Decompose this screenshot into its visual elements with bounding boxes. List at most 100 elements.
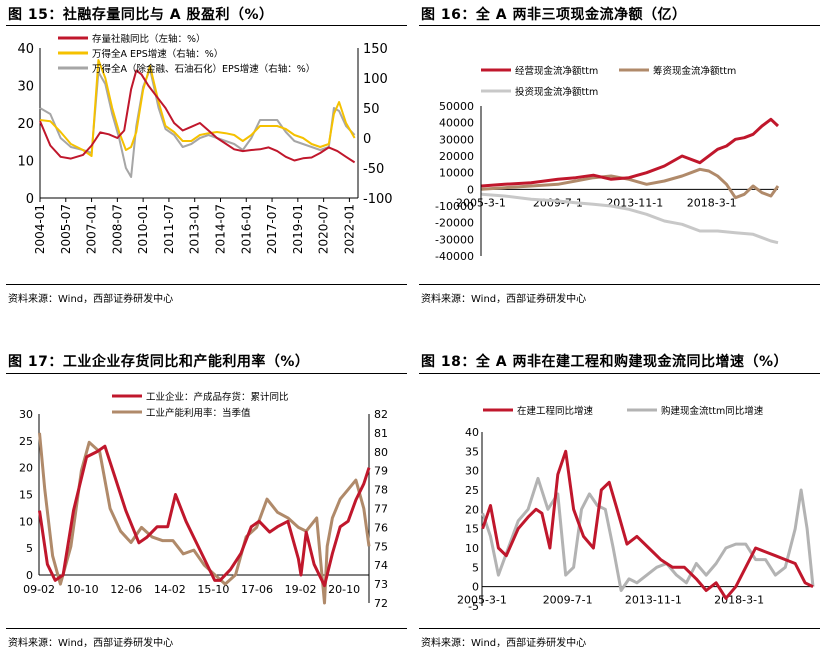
right-tick-label: -100 (363, 192, 393, 207)
panel-cashflow-net: 图 16：全 A 两非三项现金流净额（亿） 50000 40000 30000 200… (413, 0, 826, 331)
y-tick-label: -20000 (435, 217, 474, 230)
panel-inventory-capacity: 图 17：工业企业存货同比和产能利用率（%） 0 5 10 15 20 25 30 72 73 7… (0, 331, 413, 662)
title-rule (6, 373, 407, 374)
title-rule (419, 25, 820, 26)
left-tick-label: 15 (19, 489, 33, 502)
x-tick-label: 2016-01 (239, 204, 253, 254)
y-tick-label: -30000 (435, 233, 474, 246)
source-rule (419, 284, 820, 285)
title-rule (6, 25, 407, 26)
x-tick-label: 2011-07 (162, 204, 176, 254)
y-tick-label: 35 (465, 445, 479, 458)
panel-social-financing: 图 15：社融存量同比与 A 股盈利（%） 0 10 20 30 40 -100 -50 0 5… (0, 0, 413, 331)
x-tick-label: 14-02 (154, 583, 186, 596)
source-note: 资料来源：Wind，西部证券研发中心 (421, 294, 587, 305)
legend-label: 万得全A EPS增速（右轴：%） (92, 48, 223, 60)
right-tick-label: 74 (374, 559, 388, 572)
chart-title: 图 17：工业企业存货同比和产能利用率（%） (8, 354, 310, 370)
panel-construction-growth: 图 18：全 A 两非在建工程和购建现金流同比增速（%） -5 0 5 10 15 20 2… (413, 331, 826, 662)
y-tick-label: 15 (465, 523, 479, 536)
x-tick-label: 20-10 (328, 583, 360, 596)
left-tick-label: 0 (26, 569, 33, 582)
right-tick-label: -50 (363, 162, 384, 177)
chart-area: 50000 40000 30000 20000 10000 0 -10000 -20000 -3… (435, 65, 780, 263)
x-tick-label: 2013-11-1 (606, 196, 663, 209)
x-tick-label: 09-02 (23, 583, 55, 596)
left-tick-label: 10 (19, 515, 33, 528)
y-tick-label: 5 (472, 561, 479, 574)
y-tick-label: 0 (467, 183, 474, 196)
series-line (481, 449, 814, 600)
series-line (481, 117, 780, 188)
x-tick-label: 2007-01 (85, 204, 99, 254)
x-tick-label: 2022-01 (342, 204, 356, 254)
x-tick-label: 2019-01 (291, 204, 305, 254)
x-tick-label: 2018-3-1 (714, 594, 764, 607)
y-tick-label: 40 (465, 426, 479, 439)
right-tick-label: 50 (363, 102, 380, 117)
legend-label: 筹资现金流净额ttm (653, 65, 736, 77)
chart-title: 图 15：社融存量同比与 A 股盈利（%） (8, 7, 274, 23)
x-tick-label: 19-02 (285, 583, 317, 596)
right-tick-label: 73 (374, 578, 388, 591)
y-tick-label: 25 (465, 484, 479, 497)
left-tick-label: 20 (17, 117, 34, 132)
x-tick-label: 17-06 (241, 583, 273, 596)
right-tick-label: 81 (374, 427, 388, 440)
left-tick-label: 25 (19, 435, 33, 448)
x-tick-label: 2008-07 (110, 204, 124, 254)
x-tick-label: 2004-01 (33, 204, 47, 254)
source-note: 资料来源：Wind，西部证券研发中心 (8, 294, 174, 305)
y-tick-label: 10 (465, 542, 479, 555)
x-tick-label: 2013-01 (188, 204, 202, 254)
right-tick-label: 80 (374, 446, 388, 459)
right-tick-label: 79 (374, 465, 388, 478)
right-tick-label: 76 (374, 521, 388, 534)
right-tick-label: 100 (363, 72, 388, 87)
series-line (39, 59, 356, 157)
x-tick-label: 2005-07 (59, 204, 73, 254)
series-line (38, 432, 371, 605)
left-tick-label: 0 (26, 192, 34, 207)
right-tick-label: 72 (374, 597, 388, 610)
x-tick-label: 12-06 (110, 583, 142, 596)
left-tick-label: 5 (26, 542, 33, 555)
series-line (39, 69, 356, 164)
y-tick-label: 20000 (439, 150, 474, 163)
y-tick-label: -5 (468, 600, 479, 613)
x-tick-label: 2020-07 (317, 204, 331, 254)
y-tick-label: -10000 (435, 200, 474, 213)
y-tick-label: 20 (465, 503, 479, 516)
legend-label: 万得全A（除金融、石油石化）EPS增速（右轴：%） (92, 63, 315, 75)
left-tick-label: 20 (19, 462, 33, 475)
chart-area: -5 0 5 10 15 20 25 30 35 40 2005-3-1 2009-7-1 2013-1… (457, 405, 815, 613)
source-rule (419, 628, 820, 629)
x-tick-label: 2009-7-1 (543, 594, 593, 607)
y-tick-label: 0 (472, 581, 479, 594)
x-tick-label: 2005-3-1 (457, 594, 507, 607)
series-line (481, 476, 815, 592)
y-tick-label: 10000 (439, 167, 474, 180)
left-tick-label: 40 (17, 42, 34, 57)
left-tick-label: 10 (17, 155, 34, 170)
legend-label: 存量社融同比（左轴：%） (92, 33, 206, 45)
series-line (38, 444, 371, 588)
x-tick-label: 2014-07 (213, 204, 227, 254)
source-note: 资料来源：Wind，西部证券研发中心 (421, 638, 587, 649)
right-tick-label: 150 (363, 42, 388, 57)
legend-label: 投资现金流净额ttm (515, 86, 598, 98)
x-tick-label: 15-10 (197, 583, 229, 596)
y-tick-label: 30 (465, 465, 479, 478)
right-tick-label: 78 (374, 484, 388, 497)
right-tick-label: 77 (374, 503, 388, 516)
left-tick-label: 30 (17, 80, 34, 95)
legend-label: 工业企业：产成品存货：累计同比 (146, 391, 289, 403)
y-tick-label: -40000 (435, 250, 474, 263)
x-tick-label: 2010-01 (136, 204, 150, 254)
legend-label: 工业产能利用率：当季值 (146, 407, 251, 419)
x-tick-label: 10-10 (67, 583, 99, 596)
series-line (481, 167, 780, 200)
chart-title: 图 18：全 A 两非在建工程和购建现金流同比增速（%） (421, 354, 788, 370)
left-tick-label: 30 (19, 408, 33, 421)
series-line (39, 68, 356, 178)
